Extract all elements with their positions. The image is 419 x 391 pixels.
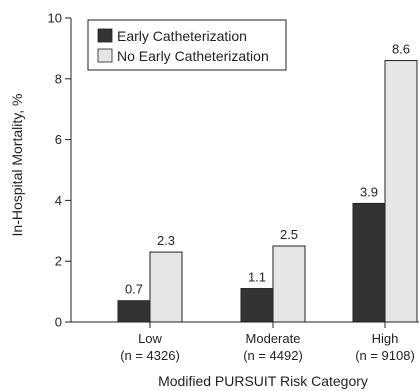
- y-tick-label: 6: [55, 132, 62, 147]
- y-tick-label: 8: [55, 71, 62, 86]
- legend: Early Catheterization No Early Catheteri…: [87, 19, 287, 71]
- legend-swatch-no-early-catheterization: [97, 48, 113, 63]
- x-axis-title: Modified PURSUIT Risk Category: [158, 373, 368, 389]
- bar-early-catheterization-low: [117, 300, 151, 323]
- legend-label-early-catheterization: Early Catheterization: [117, 28, 247, 44]
- bars: [117, 60, 418, 323]
- y-axis-title: In-Hospital Mortality, %: [9, 94, 25, 237]
- bar-no-early-catheterization-high: [384, 60, 418, 323]
- legend-label-no-early-catheterization: No Early Catheterization: [117, 48, 269, 64]
- legend-frame: [87, 19, 287, 71]
- bar-early-catheterization-moderate: [240, 288, 274, 323]
- value-label-no-early-catheterization-low: 2.3: [157, 233, 175, 248]
- bar-no-early-catheterization-moderate: [272, 245, 306, 323]
- category-label: High: [372, 331, 399, 346]
- value-label-early-catheterization-moderate: 1.1: [248, 270, 266, 285]
- y-tick-label: 4: [55, 193, 62, 208]
- value-label-no-early-catheterization-high: 8.6: [392, 42, 410, 57]
- category-n-label: (n = 4492): [243, 348, 303, 363]
- bar-early-catheterization-high: [352, 202, 386, 323]
- value-labels: 0.7 2.3 1.1 2.5 3.9 8.6: [125, 42, 410, 297]
- category-label: Moderate: [246, 331, 301, 346]
- category-n-label: (n = 4326): [120, 348, 180, 363]
- category-n-label: (n = 9108): [355, 348, 415, 363]
- category-labels: Low (n = 4326) Moderate (n = 4492) High (n = …: [120, 331, 415, 363]
- y-tick-label: 0: [55, 315, 62, 330]
- value-label-early-catheterization-high: 3.9: [360, 184, 378, 199]
- value-label-no-early-catheterization-moderate: 2.5: [280, 227, 298, 242]
- y-tick-label: 10: [48, 11, 62, 26]
- value-label-early-catheterization-low: 0.7: [125, 282, 143, 297]
- category-label: Low: [138, 331, 162, 346]
- legend-swatch-early-catheterization: [97, 28, 113, 43]
- bar-no-early-catheterization-low: [149, 251, 183, 323]
- y-tick-label: 2: [55, 254, 62, 269]
